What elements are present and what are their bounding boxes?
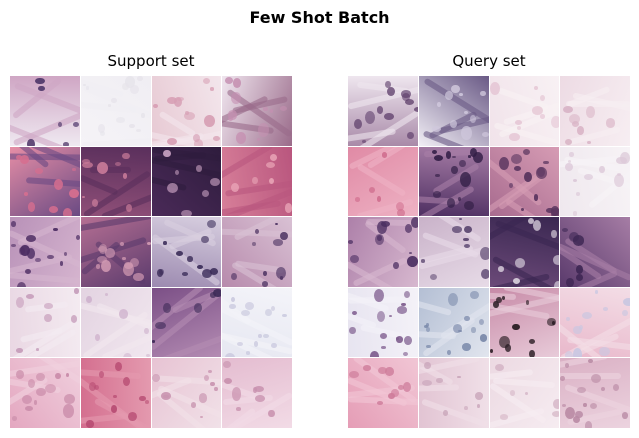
query-image-tile [489, 287, 560, 358]
support-image-tile [222, 76, 292, 146]
support-image-tile [80, 217, 151, 287]
figure-title: Few Shot Batch [249, 8, 390, 27]
support-image-tile [222, 146, 292, 217]
support-image-tile [80, 358, 151, 428]
query-image-tile [560, 76, 630, 146]
query-image-tile [418, 146, 489, 217]
query-set-title: Query set [452, 52, 526, 70]
query-image-tile [560, 217, 630, 287]
support-image-tile [10, 217, 80, 287]
support-image-tile [151, 76, 222, 146]
query-image-tile [348, 146, 418, 217]
support-image-tile [151, 287, 222, 358]
support-image-tile [10, 146, 80, 217]
query-image-tile [418, 217, 489, 287]
query-image-tile [489, 76, 560, 146]
query-image-tile [560, 146, 630, 217]
support-image-tile [222, 358, 292, 428]
query-image-tile [348, 76, 418, 146]
support-set-title: Support set [107, 52, 195, 70]
support-image-tile [222, 287, 292, 358]
query-set-grid [348, 76, 630, 428]
support-set-grid [10, 76, 292, 428]
support-image-tile [151, 358, 222, 428]
query-image-tile [348, 287, 418, 358]
support-image-tile [80, 287, 151, 358]
query-image-tile [560, 358, 630, 428]
support-image-tile [222, 217, 292, 287]
support-image-tile [10, 76, 80, 146]
query-image-tile [348, 358, 418, 428]
support-image-tile [80, 146, 151, 217]
query-image-tile [489, 217, 560, 287]
query-image-tile [560, 287, 630, 358]
support-image-tile [80, 76, 151, 146]
query-image-tile [418, 76, 489, 146]
support-image-tile [10, 358, 80, 428]
support-image-tile [151, 217, 222, 287]
query-image-tile [418, 287, 489, 358]
support-image-tile [151, 146, 222, 217]
query-image-tile [489, 358, 560, 428]
query-image-tile [418, 358, 489, 428]
query-image-tile [489, 146, 560, 217]
query-image-tile [348, 217, 418, 287]
support-image-tile [10, 287, 80, 358]
